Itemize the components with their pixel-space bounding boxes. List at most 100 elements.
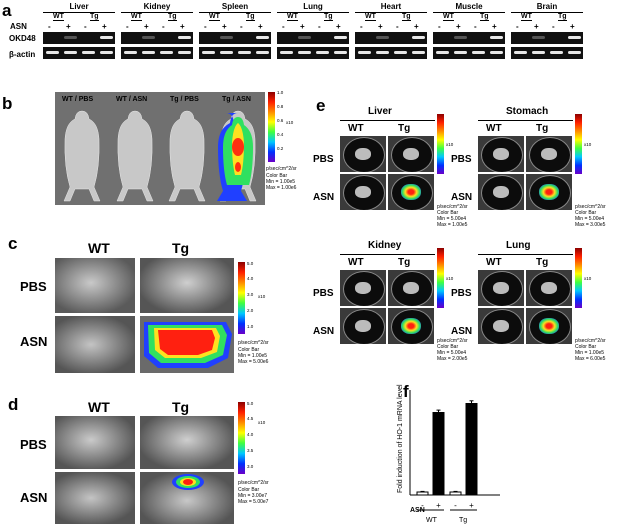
organ-dish-image — [388, 136, 434, 172]
genotype-label-tg: Tg — [402, 13, 411, 21]
organ-tissue — [539, 184, 559, 200]
organ-row-pbs: PBS — [313, 154, 334, 165]
gel-band — [454, 36, 467, 39]
treatment-sign: - — [48, 22, 51, 31]
bar-tg- — [449, 491, 462, 496]
mouse-silhouettes — [63, 110, 257, 202]
organ-units: p/sec/cm^2/sr — [437, 338, 468, 344]
organ-tissue — [541, 282, 557, 294]
organ-min: Min = 5.00e4 — [575, 216, 605, 222]
b-tick-5: 0.2 — [277, 146, 284, 151]
gel-band — [160, 36, 173, 39]
gel-band — [82, 36, 95, 39]
b-tick-3: 0.6 — [277, 118, 284, 123]
c-colorbar-label: Color Bar — [238, 347, 260, 353]
organ-tissue — [401, 184, 421, 200]
bar-wtplus — [432, 412, 445, 496]
organ-dish-image — [340, 136, 386, 172]
okd48-label: OKD48 — [9, 34, 36, 43]
organ-row-asn: ASN — [451, 192, 473, 203]
f-asn-label: ASN — [410, 507, 425, 514]
treatment-sign: + — [66, 22, 71, 31]
gel-band — [334, 51, 347, 54]
organ-dish-image — [388, 308, 434, 344]
gel-band — [568, 51, 581, 54]
gel-band — [376, 36, 389, 39]
organ-colorbar-label: Color Bar — [575, 210, 597, 216]
organ-col-wt: WT — [348, 123, 364, 134]
d-tick-4: 3.5 — [247, 448, 254, 453]
tissue-header-lung: Lung — [277, 2, 349, 13]
c-tick-3: 3.0 — [247, 292, 254, 297]
organ-colorbar-label: Color Bar — [437, 210, 459, 216]
tissue-header-kidney: Kidney — [121, 2, 193, 13]
treatment-sign: - — [204, 22, 207, 31]
c-row-pbs: PBS — [20, 279, 47, 294]
organ-row-asn: ASN — [313, 192, 335, 203]
treatment-sign: - — [516, 22, 519, 31]
gel-band — [46, 36, 59, 39]
b-colorbar-label: Color Bar — [266, 173, 288, 179]
b-max: Max = 1.00e6 — [266, 185, 297, 191]
genotype-label-tg: Tg — [558, 13, 567, 21]
treatment-sign: + — [534, 22, 539, 31]
organ-tissue — [493, 320, 509, 332]
organ-col-tg: Tg — [536, 123, 549, 134]
actin-gel-strip — [355, 47, 427, 59]
x-tick-label: - — [421, 501, 424, 510]
gel-band — [256, 51, 269, 54]
b-tick-4: 0.4 — [277, 132, 284, 137]
okd48-gel-strip — [511, 32, 583, 44]
okd48-gel-strip — [433, 32, 505, 44]
gel-band — [64, 36, 77, 39]
organ-max: Max = 1.00e5 — [437, 222, 468, 228]
d-col-wt: WT — [88, 399, 110, 415]
organ-dish-image — [340, 270, 386, 306]
d-colorbar-label: Color Bar — [238, 487, 260, 493]
organ-max: Max = 6.00e5 — [575, 356, 606, 362]
organ-exponent: x10 — [584, 276, 592, 281]
d-exponent: x10 — [258, 420, 266, 425]
organ-dish-image — [526, 270, 572, 306]
tissue-header-heart: Heart — [355, 2, 427, 13]
b-title-3: Tg / PBS — [170, 96, 199, 103]
treatment-sign: + — [300, 22, 305, 31]
c-tick-2: 4.0 — [247, 276, 254, 281]
gel-band — [514, 36, 527, 39]
organ-tissue — [403, 148, 419, 160]
x-tick-label: + — [436, 501, 441, 510]
tissue-header-muscle: Muscle — [433, 2, 505, 13]
gel-band — [334, 36, 347, 39]
gel-band — [394, 36, 407, 39]
organ-title-rule — [478, 120, 573, 121]
gel-band — [238, 36, 251, 39]
d-color-scale — [238, 402, 245, 474]
treatment-sign: - — [282, 22, 285, 31]
d-min: Min = 3.00e7 — [238, 493, 268, 499]
treatment-sign: + — [456, 22, 461, 31]
d-tick-5: 3.0 — [247, 464, 254, 469]
organ-tissue — [355, 320, 371, 332]
organ-units: p/sec/cm^2/sr — [575, 338, 606, 344]
actin-gel-strip — [277, 47, 349, 59]
organ-exponent: x10 — [446, 142, 454, 147]
petri-dish — [343, 309, 385, 344]
organ-dish-image — [526, 136, 572, 172]
organ-colorbar-label: Color Bar — [575, 344, 597, 350]
gel-band — [124, 51, 137, 54]
c-photo-wt-pbs — [55, 258, 135, 313]
gel-band — [220, 51, 233, 54]
treatment-sign: - — [360, 22, 363, 31]
okd48-gel-strip — [277, 32, 349, 44]
b-tick-2: 0.8 — [277, 104, 284, 109]
genotype-label-wt: WT — [443, 13, 454, 21]
organ-units: p/sec/cm^2/sr — [437, 204, 468, 210]
d-photo-tg-asn — [140, 472, 234, 524]
organ-min: Min = 5.00e4 — [437, 216, 467, 222]
gel-band — [142, 36, 155, 39]
gel-band — [490, 36, 503, 39]
ho1-bar-chart: - + - + — [409, 390, 500, 511]
d-row-pbs: PBS — [20, 437, 47, 452]
genotype-label-tg: Tg — [90, 13, 99, 21]
gel-band — [178, 51, 191, 54]
